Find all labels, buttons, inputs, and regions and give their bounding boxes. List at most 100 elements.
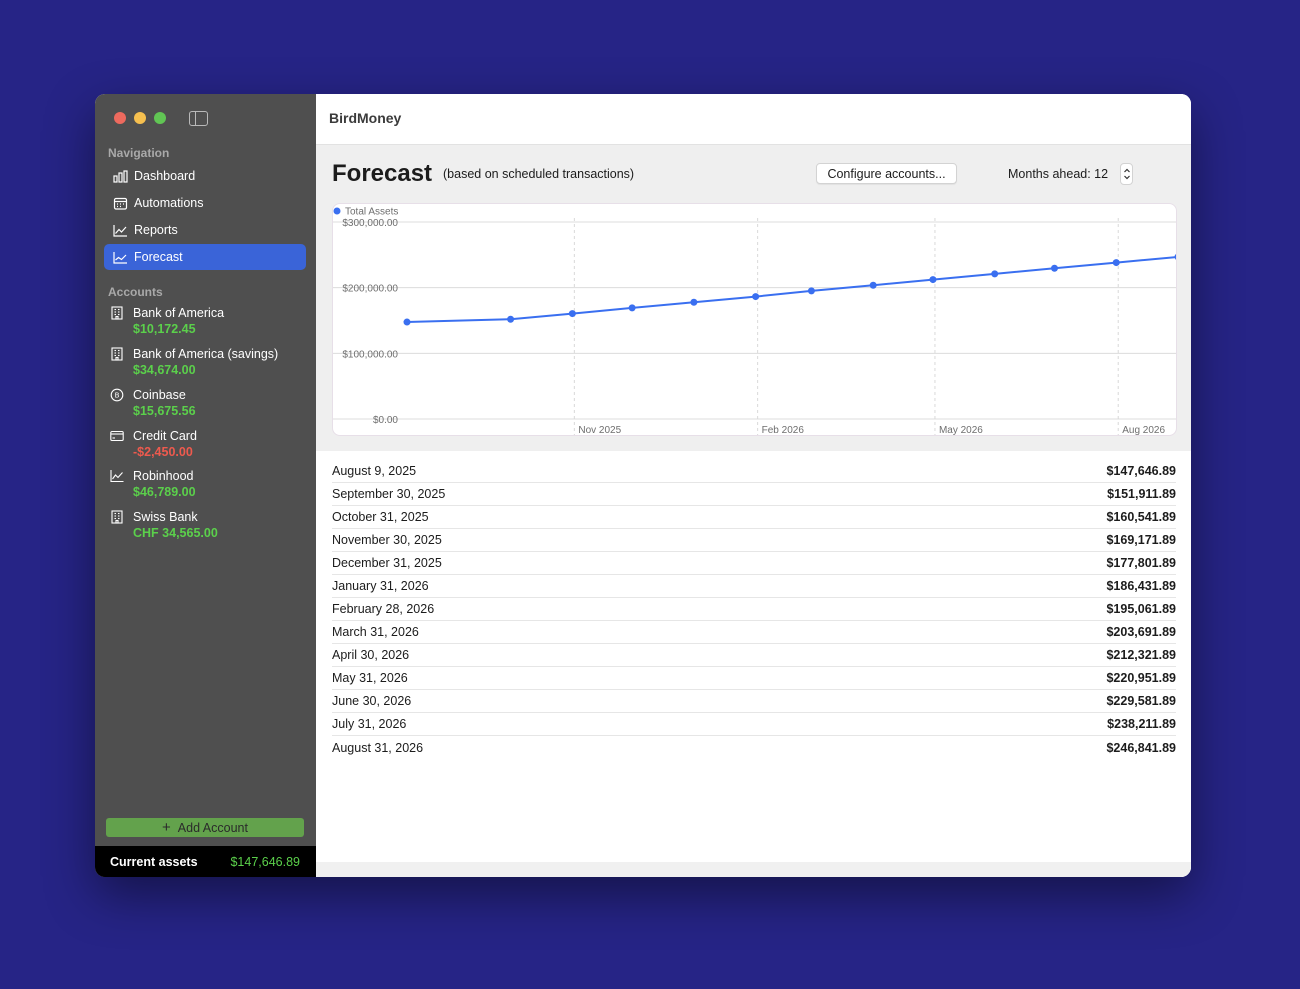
nav-item-dashboard[interactable]: Dashboard [104, 163, 306, 189]
building-icon [109, 346, 125, 362]
configure-accounts-button[interactable]: Configure accounts... [816, 163, 957, 184]
x-tick-label: Feb 2026 [762, 425, 805, 436]
data-point [628, 304, 636, 312]
account-item-swiss-bank[interactable]: Swiss Bank CHF 34,565.00 [109, 508, 309, 543]
row-value: $169,171.89 [1106, 533, 1176, 547]
accounts-heading: Accounts [108, 285, 163, 299]
plus-icon: + [162, 819, 171, 836]
legend-label: Total Assets [345, 207, 398, 218]
chevron-up-down-icon [1124, 168, 1130, 180]
account-balance: $34,674.00 [133, 363, 196, 377]
line-chart-icon [109, 468, 125, 484]
y-tick-label: $300,000.00 [342, 218, 398, 229]
account-item-robinhood[interactable]: Robinhood $46,789.00 [109, 467, 309, 502]
nav-item-label: Reports [134, 223, 178, 237]
table-row: June 30, 2026 $229,581.89 [332, 690, 1176, 713]
row-date: November 30, 2025 [332, 533, 442, 547]
account-name: Credit Card [133, 429, 197, 443]
months-ahead-stepper[interactable] [1120, 163, 1133, 185]
row-value: $160,541.89 [1106, 510, 1176, 524]
page-subtitle: (based on scheduled transactions) [443, 167, 635, 181]
app-window: Navigation Dashboard Automations Reports… [95, 94, 1191, 877]
row-value: $246,841.89 [1106, 740, 1176, 755]
account-balance: $10,172.45 [133, 322, 196, 336]
data-point [690, 298, 698, 306]
account-name: Bank of America [133, 306, 225, 320]
data-point [403, 318, 411, 326]
months-ahead-label: Months ahead: 12 [1008, 167, 1109, 181]
row-date: December 31, 2025 [332, 556, 442, 570]
forecast-panel: Forecast (based on scheduled transaction… [316, 145, 1191, 451]
account-item-credit-card[interactable]: Credit Card -$2,450.00 [109, 427, 309, 462]
close-window-button[interactable] [114, 112, 126, 124]
row-value: $147,646.89 [1106, 464, 1176, 478]
navigation-heading: Navigation [108, 146, 170, 160]
account-balance: -$2,450.00 [133, 445, 193, 459]
account-name: Swiss Bank [133, 510, 198, 524]
zoom-window-button[interactable] [154, 112, 166, 124]
data-point [929, 276, 937, 284]
current-assets-bar: Current assets $147,646.89 [95, 846, 316, 877]
account-name: Coinbase [133, 388, 186, 402]
row-date: May 31, 2026 [332, 671, 408, 685]
account-balance: $15,675.56 [133, 404, 196, 418]
y-tick-label: $200,000.00 [342, 284, 398, 295]
bitcoin-icon: B [109, 387, 125, 403]
current-assets-label: Current assets [110, 854, 198, 869]
footer-strip [316, 862, 1191, 877]
building-icon [109, 509, 125, 525]
series-line [406, 256, 1176, 324]
table-row: April 30, 2026 $212,321.89 [332, 644, 1176, 667]
table-row: November 30, 2025 $169,171.89 [332, 529, 1176, 552]
legend-marker [333, 207, 341, 215]
row-value: $177,801.89 [1106, 556, 1176, 570]
data-point [869, 281, 877, 289]
account-item-bank-of-america-savings[interactable]: Bank of America (savings) $34,674.00 [109, 345, 309, 380]
table-row: February 28, 2026 $195,061.89 [332, 598, 1176, 621]
row-date: July 31, 2026 [332, 717, 407, 731]
nav-item-label: Dashboard [134, 169, 196, 183]
add-account-button[interactable]: + Add Account [106, 818, 304, 837]
data-point [991, 270, 999, 278]
forecast-chart: $0.00 $100,000.00 $200,000.00 $300,000.00 No… [332, 203, 1177, 436]
credit-card-icon [109, 428, 125, 444]
account-name: Bank of America (savings) [133, 347, 279, 361]
calendar-icon [112, 195, 128, 211]
current-assets-value: $147,646.89 [230, 854, 300, 869]
row-value: $229,581.89 [1106, 694, 1176, 708]
row-value: $212,321.89 [1106, 648, 1176, 662]
y-tick-label: $0.00 [373, 415, 398, 426]
nav-item-forecast[interactable]: Forecast [104, 244, 306, 270]
minimize-window-button[interactable] [134, 112, 146, 124]
account-balance: $46,789.00 [133, 485, 196, 499]
sidebar: Navigation Dashboard Automations Reports… [95, 94, 316, 877]
data-point [1112, 259, 1120, 267]
account-item-bank-of-america[interactable]: Bank of America $10,172.45 [109, 304, 309, 339]
data-point [568, 310, 576, 318]
sidebar-toggle-icon[interactable] [189, 111, 208, 126]
row-value: $203,691.89 [1106, 625, 1176, 639]
forecast-chart-icon [112, 249, 128, 265]
data-point [507, 315, 515, 323]
forecast-table: August 9, 2025 $147,646.89 September 30, 2… [332, 460, 1176, 759]
table-row: July 31, 2026 $238,211.89 [332, 713, 1176, 736]
nav-item-reports[interactable]: Reports [104, 217, 306, 243]
row-value: $238,211.89 [1107, 717, 1176, 731]
row-date: June 30, 2026 [332, 694, 412, 708]
table-row: October 31, 2025 $160,541.89 [332, 506, 1176, 529]
table-row: January 31, 2026 $186,431.89 [332, 575, 1176, 598]
window-controls [114, 112, 166, 124]
row-date: March 31, 2026 [332, 625, 419, 639]
table-row: August 31, 2026 $246,841.89 [332, 736, 1176, 759]
account-item-coinbase[interactable]: B Coinbase $15,675.56 [109, 386, 309, 421]
data-point [1174, 254, 1176, 260]
row-value: $195,061.89 [1106, 602, 1176, 616]
chart-canvas: $0.00 $100,000.00 $200,000.00 $300,000.00 No… [333, 207, 1176, 436]
account-name: Robinhood [133, 469, 194, 483]
data-point [807, 287, 815, 295]
nav-item-automations[interactable]: Automations [104, 190, 306, 216]
nav-item-label: Forecast [134, 250, 183, 264]
data-point [752, 293, 760, 301]
y-tick-label: $100,000.00 [342, 349, 398, 360]
row-date: August 9, 2025 [332, 464, 417, 478]
